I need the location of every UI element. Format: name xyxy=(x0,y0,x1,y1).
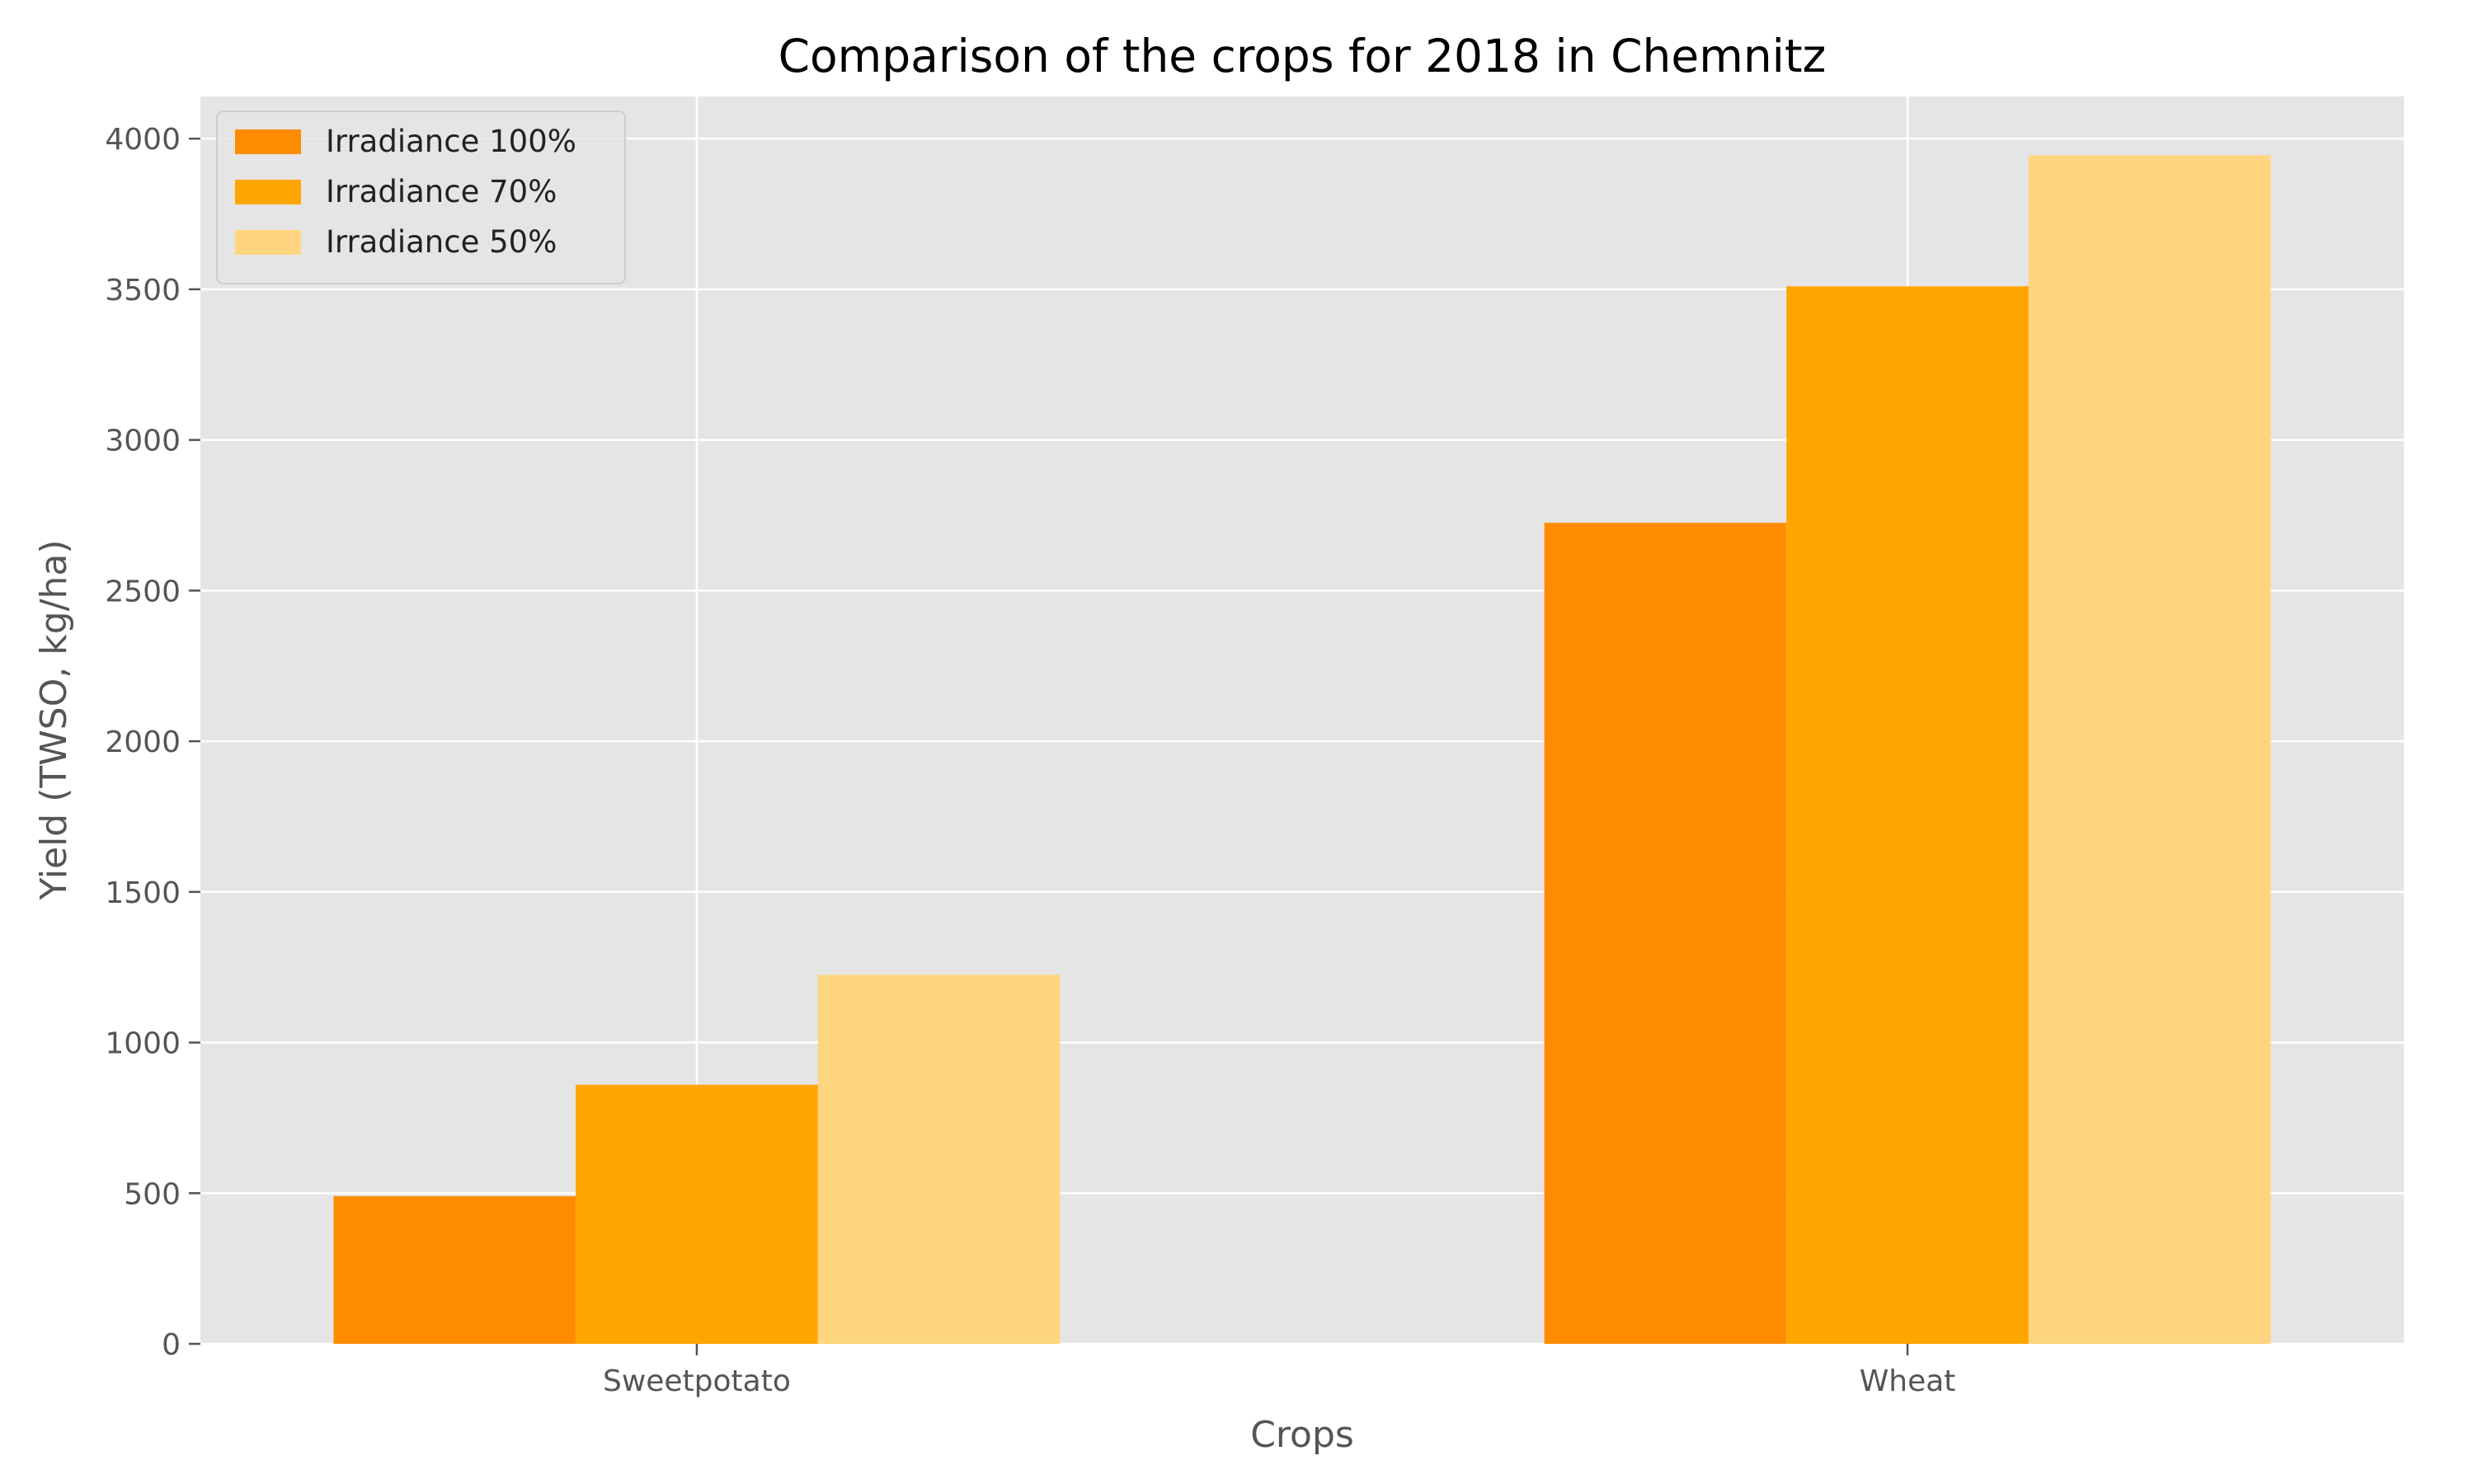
y-axis: 0 500 1000 1500 2000 2500 3000 3500 4000 xyxy=(105,123,200,1362)
y-tick-label: 3500 xyxy=(105,274,181,308)
bar xyxy=(1786,286,2029,1344)
y-tick-label: 2000 xyxy=(105,726,181,759)
legend-box xyxy=(216,110,626,284)
x-axis: Sweetpotato Wheat xyxy=(603,1344,1955,1398)
bar xyxy=(576,1084,818,1344)
y-tick-label: 1000 xyxy=(105,1027,181,1061)
legend: Irradiance 100% Irradiance 70% Irradiance … xyxy=(216,110,626,284)
legend-swatch xyxy=(235,230,301,255)
y-tick-label: 4000 xyxy=(105,123,181,157)
y-tick-label: 2500 xyxy=(105,575,181,608)
y-tick-label: 0 xyxy=(162,1328,181,1362)
bar xyxy=(817,974,1061,1344)
bar xyxy=(2028,155,2271,1344)
y-tick-label: 1500 xyxy=(105,876,181,910)
x-axis-label: Crops xyxy=(1250,1414,1354,1456)
y-tick-label: 3000 xyxy=(105,425,181,458)
legend-label: Irradiance 50% xyxy=(326,224,557,260)
legend-label: Irradiance 70% xyxy=(326,174,557,209)
bar xyxy=(333,1195,576,1344)
x-tick-label: Wheat xyxy=(1860,1364,1956,1398)
bar xyxy=(1544,523,1787,1344)
legend-label: Irradiance 100% xyxy=(326,124,576,159)
y-tick-label: 500 xyxy=(124,1177,181,1211)
chart-title: Comparison of the crops for 2018 in Chem… xyxy=(778,30,1827,82)
x-tick-label: Sweetpotato xyxy=(603,1364,791,1398)
legend-swatch xyxy=(235,180,301,204)
y-axis-label: Yield (TWSO, kg/ha) xyxy=(33,539,75,900)
legend-swatch xyxy=(235,129,301,154)
bars xyxy=(333,155,2271,1344)
